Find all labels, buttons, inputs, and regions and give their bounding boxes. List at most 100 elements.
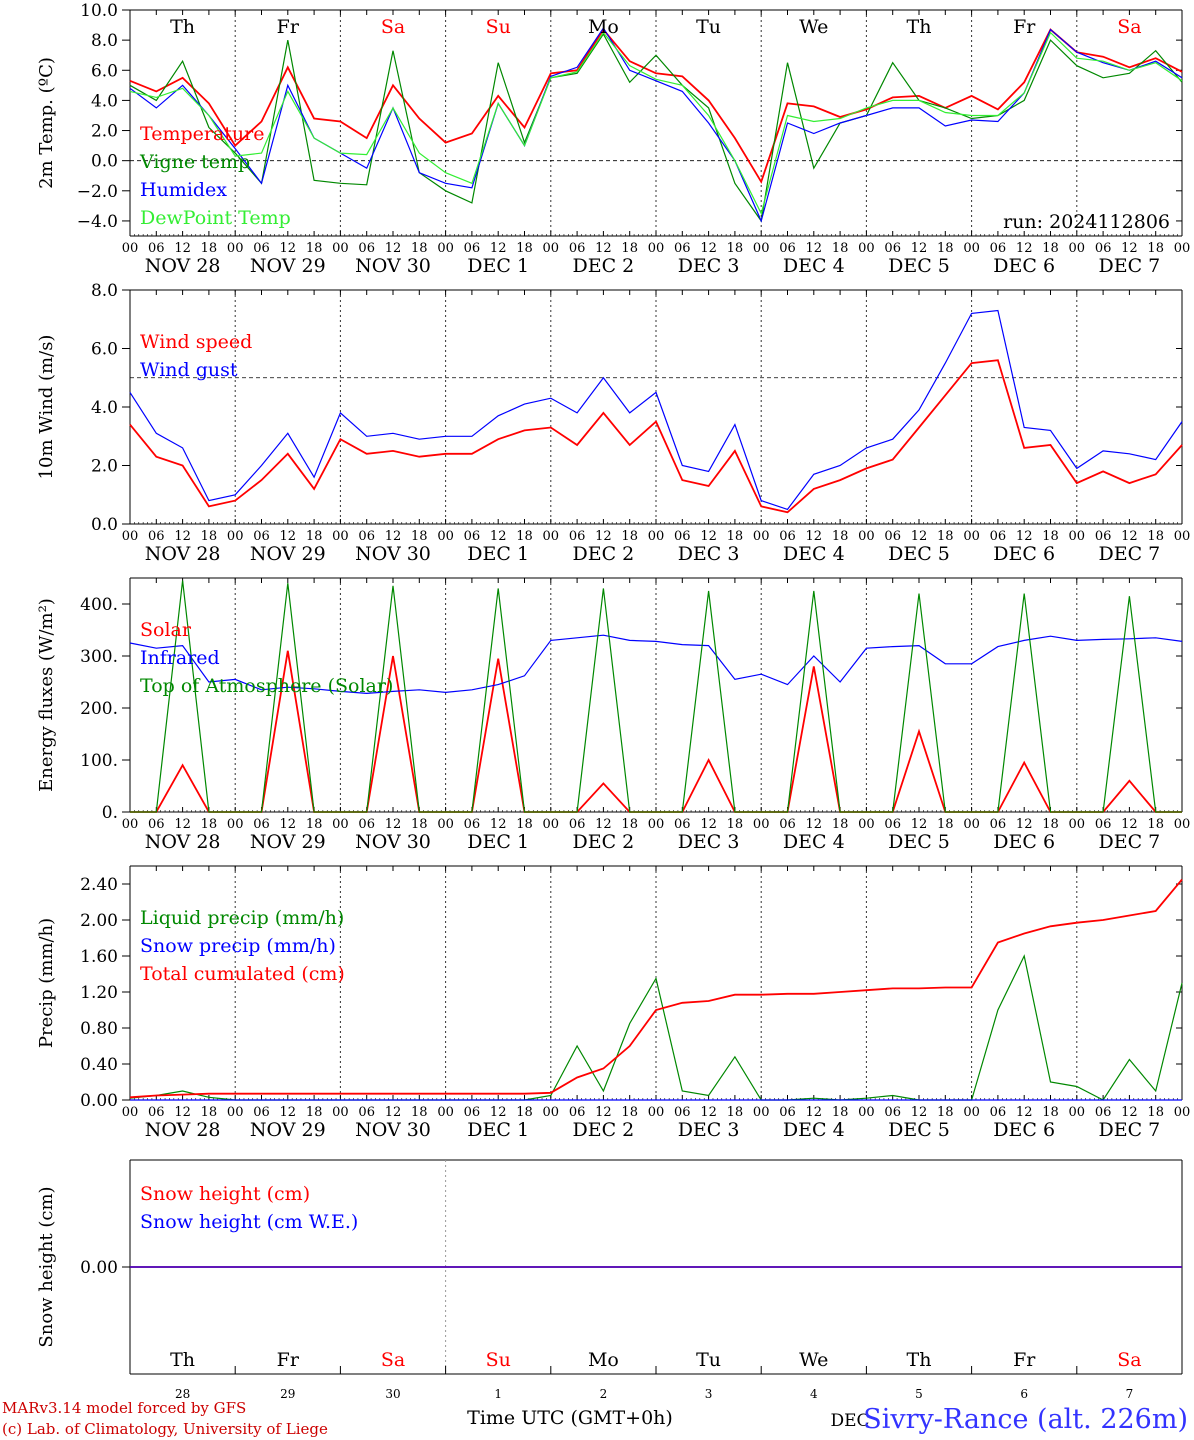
hour-tick-label: 12 [280,1105,297,1120]
hour-tick-label: 12 [385,241,402,256]
hour-tick-label: 18 [832,1105,849,1120]
legend-entry: Solar [140,619,192,641]
hour-tick-label: 06 [358,529,375,544]
y-tick-label: 100. [80,751,118,771]
y-tick-label: 0.80 [80,1019,118,1039]
hour-tick-label: 18 [1147,529,1164,544]
hour-tick-label: 06 [1095,529,1112,544]
credit-line-1: MARv3.14 model forced by GFS [2,1399,246,1417]
series-line-temp-2 [129,26,1183,223]
hour-tick-label: 06 [884,1105,901,1120]
hour-tick-label: 18 [516,241,533,256]
day-name-top: Sa [1117,16,1141,38]
hour-tick-label: 00 [963,529,980,544]
hour-tick-label: 06 [990,817,1007,832]
hour-tick-label: 18 [1042,817,1059,832]
hour-tick-label: 00 [1069,817,1086,832]
date-label: DEC 6 [993,1119,1055,1141]
date-label: DEC 1 [467,831,529,853]
hour-tick-label: 06 [148,1105,165,1120]
series-line-temp-1 [129,32,1183,223]
y-tick-label: 2.00 [80,911,118,931]
hour-tick-label: 12 [280,529,297,544]
hour-tick-label: 12 [385,529,402,544]
hour-tick-label: 12 [1121,529,1138,544]
day-name-top: Fr [277,16,300,38]
hour-tick-label: 12 [280,241,297,256]
hour-tick-label: 06 [779,529,796,544]
day-name-top: Tu [696,16,721,38]
y-tick-label: 0.00 [80,1258,118,1278]
date-label: DEC 7 [1099,255,1161,277]
hour-tick-label: 18 [306,529,323,544]
hour-tick-label: 06 [569,241,586,256]
hour-tick-label: 00 [1069,529,1086,544]
y-tick-label: 300. [80,647,118,667]
hour-tick-label: 18 [937,817,954,832]
hour-tick-label: 12 [1016,817,1033,832]
hour-tick-label: 06 [148,817,165,832]
hour-tick-label: 00 [332,529,349,544]
legend-entry: Vigne temp [139,151,250,173]
series-line-wind-1 [129,309,1183,511]
day-name-top: Su [486,16,511,38]
legend-entry: Humidex [140,179,227,201]
series-line-temp-3 [129,31,1183,216]
day-name-bottom: Th [907,1349,932,1371]
date-label: DEC 1 [467,543,529,565]
y-axis-label: 10m Wind (m/s) [36,335,57,480]
hour-tick-label: 06 [358,241,375,256]
hour-tick-label: 00 [858,241,875,256]
day-number: 7 [1126,1387,1134,1401]
station-title: Sivry-Rance (alt. 226m) [863,1404,1188,1435]
hour-tick-label: 00 [753,1105,770,1120]
hour-tick-label: 18 [306,817,323,832]
hour-tick-label: 06 [779,1105,796,1120]
date-label: DEC 5 [888,831,950,853]
date-label: DEC 3 [678,255,740,277]
date-label: NOV 28 [145,255,221,277]
hour-tick-label: 00 [753,529,770,544]
day-number: 28 [175,1387,190,1401]
hour-tick-label: 18 [621,1105,638,1120]
y-tick-label: 0.0 [91,152,118,172]
date-label: DEC 4 [783,543,845,565]
hour-tick-label: 12 [806,529,823,544]
hour-tick-label: 06 [674,529,691,544]
legend-entry: Infrared [140,647,220,669]
hour-tick-label: 00 [543,1105,560,1120]
date-label: DEC 3 [678,1119,740,1141]
hour-tick-label: 18 [411,529,428,544]
hour-tick-label: 00 [122,817,139,832]
hour-tick-label: 00 [122,1105,139,1120]
hour-tick-label: 06 [148,241,165,256]
date-label: NOV 29 [250,255,326,277]
hour-tick-label: 00 [648,1105,665,1120]
hour-tick-label: 06 [569,817,586,832]
hour-tick-label: 18 [1042,241,1059,256]
hour-tick-label: 00 [227,1105,244,1120]
day-name-bottom: Su [486,1349,511,1371]
legend-entry: DewPoint Temp [140,207,291,229]
day-number: 1 [494,1387,502,1401]
date-label: NOV 30 [355,1119,431,1141]
hour-tick-label: 12 [700,817,717,832]
date-label: DEC 5 [888,1119,950,1141]
hour-tick-label: 06 [1095,817,1112,832]
hour-tick-label: 18 [727,241,744,256]
date-label: NOV 30 [355,543,431,565]
hour-tick-label: 06 [464,1105,481,1120]
y-tick-label: 4.0 [91,91,118,111]
date-label: DEC 1 [467,1119,529,1141]
hour-tick-label: 00 [227,529,244,544]
hour-tick-label: 06 [253,241,270,256]
date-label: NOV 29 [250,831,326,853]
hour-tick-label: 06 [990,1105,1007,1120]
hour-tick-label: 18 [937,529,954,544]
hour-tick-label: 12 [174,529,191,544]
hour-tick-label: 18 [306,241,323,256]
hour-tick-label: 06 [569,529,586,544]
legend-entry: Snow height (cm) [140,1183,310,1205]
hour-tick-label: 18 [1042,1105,1059,1120]
